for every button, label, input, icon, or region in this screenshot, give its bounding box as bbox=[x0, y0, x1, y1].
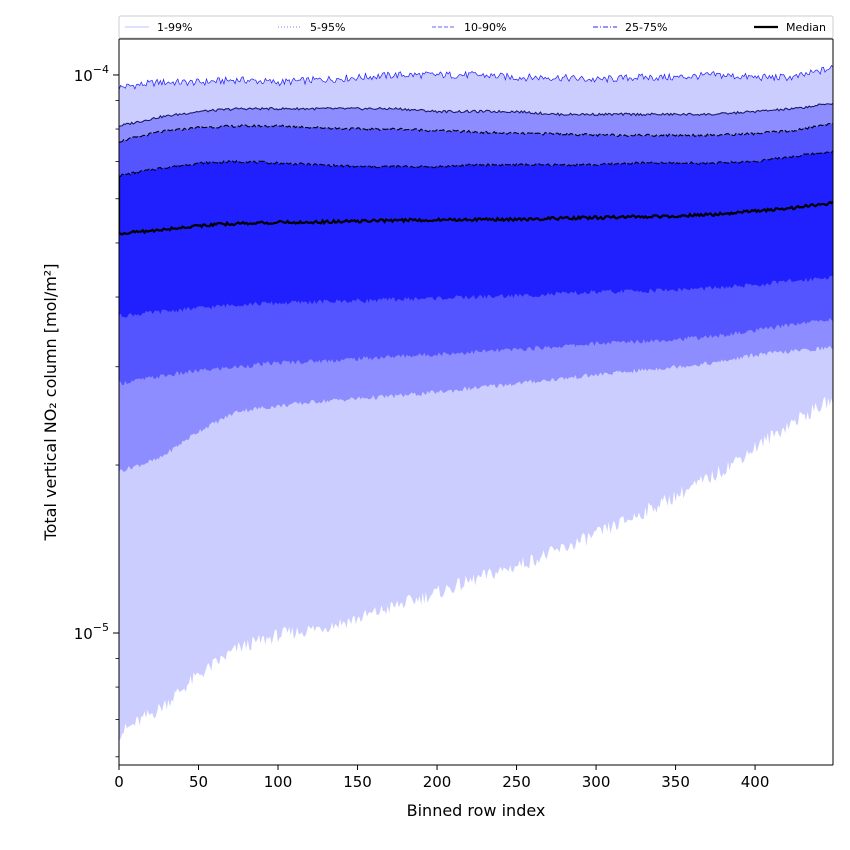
legend-label: 5-95% bbox=[310, 21, 345, 34]
bands-group bbox=[119, 64, 833, 741]
plot-area bbox=[119, 64, 833, 741]
legend-label: 10-90% bbox=[464, 21, 506, 34]
median-line bbox=[119, 175, 833, 236]
x-tick-label: 400 bbox=[741, 773, 770, 791]
x-tick-label: 150 bbox=[343, 773, 372, 791]
legend-box bbox=[118, 15, 834, 39]
x-tick-label: 0 bbox=[114, 773, 124, 791]
legend-label: 25-75% bbox=[625, 21, 667, 34]
x-axis-label: Binned row index bbox=[407, 801, 546, 820]
legend-label: Median bbox=[786, 21, 826, 34]
x-tick-label: 300 bbox=[582, 773, 611, 791]
x-tick-label: 50 bbox=[189, 773, 208, 791]
band-upper-edge-5-95pct bbox=[119, 102, 833, 128]
y-axis-label: Total vertical NO₂ column [mol/m²] bbox=[41, 264, 60, 542]
band-25-75pct bbox=[119, 150, 833, 318]
x-tick-label: 100 bbox=[264, 773, 293, 791]
band-upper-edge-10-90pct bbox=[119, 122, 833, 144]
band-upper-edge-1-99pct bbox=[119, 64, 833, 90]
axes: 0 50 100 150 200 250 300 350 400 10−5 10−4 bbox=[74, 38, 834, 791]
legend: 1-99% 5-95% 10-90% 25-75% Median bbox=[118, 15, 834, 39]
x-tick-label: 200 bbox=[423, 773, 452, 791]
band-upper-edge-25-75pct bbox=[119, 150, 833, 178]
y-tick-label: 10−4 bbox=[74, 63, 109, 85]
x-tick-label: 350 bbox=[661, 773, 690, 791]
legend-label: 1-99% bbox=[157, 21, 192, 34]
y-tick-label: 10−5 bbox=[74, 621, 109, 643]
x-tick-label: 250 bbox=[502, 773, 531, 791]
